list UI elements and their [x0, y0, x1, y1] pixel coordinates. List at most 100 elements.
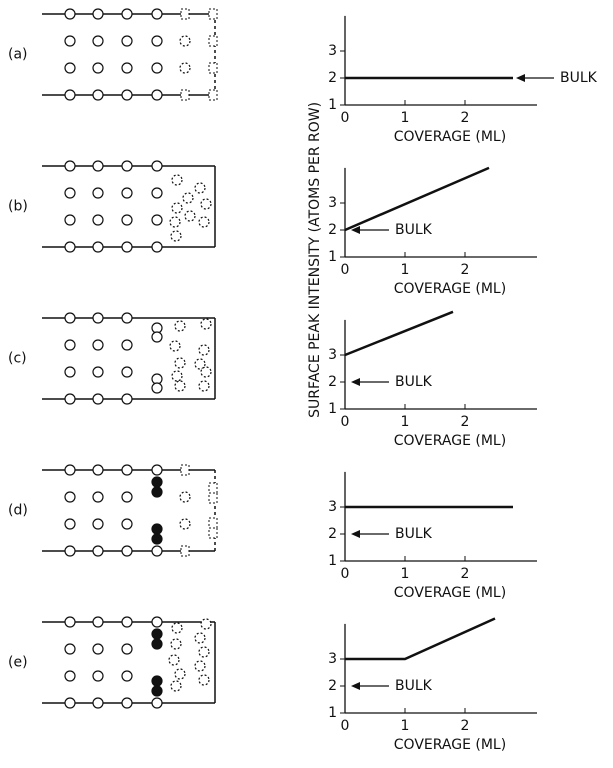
y-tick-label: 1 — [328, 705, 337, 721]
atom — [64, 187, 76, 199]
y-tick-label: 1 — [328, 553, 337, 569]
atom — [200, 366, 212, 378]
atom — [179, 518, 191, 530]
atom — [64, 160, 76, 172]
atom — [171, 622, 183, 634]
atom — [92, 312, 104, 324]
atom — [151, 382, 163, 394]
atom — [151, 8, 163, 20]
x-tick-label: 0 — [341, 414, 350, 430]
x-tick-label: 2 — [461, 414, 470, 430]
arrow-head — [351, 530, 360, 538]
atom — [92, 464, 104, 476]
atom — [174, 320, 186, 332]
atom — [151, 187, 163, 199]
atom — [151, 685, 163, 697]
atom — [64, 62, 76, 74]
atom — [92, 62, 104, 74]
atom — [92, 89, 104, 101]
panel-label: (b) — [8, 199, 28, 215]
atom — [151, 675, 163, 687]
x-tick-label: 0 — [341, 566, 350, 582]
x-tick-label: 1 — [401, 718, 410, 734]
atom — [208, 527, 218, 539]
atom — [174, 668, 186, 680]
arrow-head — [351, 226, 360, 234]
y-tick-label: 3 — [328, 499, 337, 515]
atom — [121, 62, 133, 74]
atom — [208, 62, 218, 74]
atom — [171, 370, 183, 382]
atom — [182, 192, 194, 204]
atom — [170, 680, 182, 692]
y-tick-label: 1 — [328, 97, 337, 113]
y-tick-label: 2 — [328, 374, 337, 390]
panel-label: (d) — [8, 503, 28, 519]
atom — [92, 393, 104, 405]
x-axis-label: COVERAGE (ML) — [394, 281, 506, 297]
bulk-label: BULK — [395, 374, 433, 390]
atom — [121, 393, 133, 405]
arrow-head — [516, 74, 525, 82]
atom — [121, 8, 133, 20]
atom — [121, 312, 133, 324]
y-tick-label: 2 — [328, 70, 337, 86]
atom — [92, 518, 104, 530]
y-tick-label: 2 — [328, 222, 337, 238]
x-tick-label: 0 — [341, 110, 350, 126]
y-tick-label: 2 — [328, 526, 337, 542]
atom — [208, 517, 218, 529]
atom — [179, 35, 191, 47]
atom — [151, 476, 163, 488]
atom — [171, 174, 183, 186]
atom — [121, 214, 133, 226]
atom — [92, 643, 104, 655]
atom — [151, 533, 163, 545]
atom — [121, 545, 133, 557]
x-tick-label: 0 — [341, 718, 350, 734]
y-tick-label: 3 — [328, 43, 337, 59]
atom — [121, 464, 133, 476]
atom — [168, 654, 180, 666]
atom — [92, 697, 104, 709]
atom — [121, 491, 133, 503]
atom — [121, 339, 133, 351]
y-tick-label: 1 — [328, 401, 337, 417]
atom — [92, 187, 104, 199]
data-line — [344, 310, 454, 357]
atom — [200, 198, 212, 210]
atom — [208, 8, 218, 20]
atom — [64, 241, 76, 253]
data-line — [344, 166, 490, 232]
atom — [151, 331, 163, 343]
x-axis-label: COVERAGE (ML) — [394, 585, 506, 601]
atom — [151, 464, 163, 476]
atom — [198, 380, 210, 392]
atom — [180, 545, 190, 557]
y-tick-label: 3 — [328, 347, 337, 363]
arrow-head — [351, 682, 360, 690]
atom — [121, 670, 133, 682]
atom — [64, 697, 76, 709]
atom — [92, 214, 104, 226]
atom — [151, 486, 163, 498]
panel-label: (c) — [8, 351, 27, 367]
atom — [64, 312, 76, 324]
atom — [208, 492, 218, 504]
y-tick-label: 3 — [328, 651, 337, 667]
x-axis-label: COVERAGE (ML) — [394, 433, 506, 449]
atom — [64, 616, 76, 628]
atom — [151, 241, 163, 253]
atom — [121, 89, 133, 101]
data-line — [345, 617, 496, 661]
atom — [180, 464, 190, 476]
atom — [208, 482, 218, 494]
atom — [151, 616, 163, 628]
atom — [64, 545, 76, 557]
atom — [64, 670, 76, 682]
atom — [198, 646, 210, 658]
atom — [194, 660, 206, 672]
arrow-head — [351, 378, 360, 386]
atom — [92, 616, 104, 628]
